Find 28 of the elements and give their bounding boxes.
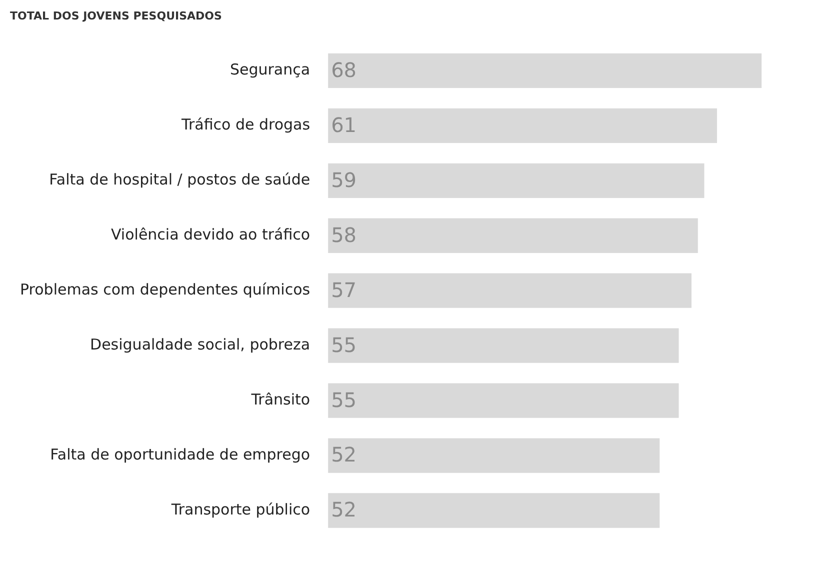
y-tick-label: Desigualdade social, pobreza [90, 335, 310, 354]
data-label: 52 [331, 442, 357, 467]
bar [328, 493, 660, 528]
data-label: 58 [331, 222, 357, 247]
bar [328, 273, 692, 308]
data-label: 68 [331, 58, 357, 82]
bar [328, 438, 660, 473]
data-label: 59 [331, 168, 357, 192]
bar [328, 108, 717, 143]
y-tick-label: Falta de hospital / postos de saúde [49, 170, 310, 189]
y-tick-label: Falta de oportunidade de emprego [50, 445, 310, 464]
y-tick-label: Trânsito [250, 390, 310, 408]
y-tick-label: Transporte público [170, 500, 310, 518]
data-label: 52 [331, 498, 357, 522]
data-label: 61 [331, 112, 357, 137]
bar [328, 328, 679, 363]
bar [328, 218, 698, 253]
bar [328, 53, 762, 88]
y-tick-label: Problemas com dependentes químicos [20, 280, 310, 298]
data-label: 55 [331, 332, 357, 357]
data-label: 57 [331, 278, 357, 302]
bar [328, 383, 679, 418]
data-label: 55 [331, 388, 357, 412]
y-tick-label: Segurança [230, 60, 310, 79]
y-tick-label: Tráfico de drogas [180, 116, 310, 134]
text: TOTAL DOS JOVENS PESQUISADOS [10, 9, 222, 22]
bar [328, 163, 704, 198]
y-tick-label: Violência devido ao tráfico [111, 226, 310, 244]
